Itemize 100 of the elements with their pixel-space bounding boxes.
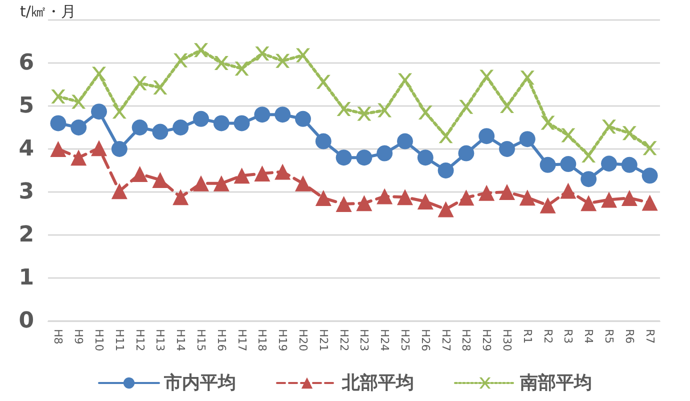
point [438,201,454,218]
point [70,120,87,136]
point [255,46,270,61]
point [132,76,147,90]
point [174,53,188,68]
x-tick-label: R2 [541,329,554,344]
legend-label: 南部平均 [519,372,592,394]
x-tick-label: H12 [133,329,146,352]
point [478,128,495,144]
y-tick-label: 0 [18,308,34,334]
point [51,90,66,104]
point [397,189,413,206]
x-tick-label: R6 [622,329,636,344]
x-tick-label: H8 [52,329,65,344]
point [295,175,311,192]
point [580,195,597,212]
x-tick-label: H10 [92,329,106,352]
point [622,126,636,140]
point [234,168,250,184]
x-tick-label: H22 [337,329,350,352]
x-tick-label: H17 [235,329,248,352]
point [132,120,148,136]
x-tick-label: H27 [439,329,452,352]
point [336,150,352,166]
y-tick-label: 3 [18,180,34,204]
point [132,166,148,182]
point [214,56,228,70]
point [519,190,536,206]
point [459,100,474,114]
point [194,43,208,58]
point [213,115,230,132]
x-tick-label: R7 [643,329,656,344]
x-tick-label: H30 [500,329,514,352]
point [438,162,454,178]
x-tick-label: H21 [316,329,330,352]
point [642,168,658,184]
point [336,102,351,116]
point [417,193,434,210]
point [50,141,66,157]
point [172,120,189,136]
point [621,156,638,173]
point [213,175,230,192]
point [458,145,474,162]
y-tick-label: 5 [18,94,34,118]
y-tick-label: 2 [18,222,34,248]
x-tick-label: R4 [582,329,596,344]
x-tick-label: H26 [418,329,432,352]
point [357,106,372,121]
point [152,124,168,140]
x-tick-label: R1 [520,329,534,344]
x-tick-label: H23 [358,329,371,352]
point [295,110,311,127]
point [91,104,107,120]
point [152,172,168,188]
y-tick-label: 6 [18,50,34,76]
x-tick-label: H14 [174,329,188,352]
point [316,74,330,89]
point [72,94,86,109]
point [276,54,290,68]
point [356,195,372,212]
x-tick-label: H19 [276,329,290,352]
point [356,150,372,166]
point [499,184,515,200]
point [580,171,597,188]
point [234,62,249,76]
point [560,182,576,199]
point [642,194,658,211]
y-tick-label: 4 [18,136,34,162]
x-tick-label: H18 [256,329,269,352]
point [398,73,412,88]
point [111,183,128,200]
x-tick-label: R3 [562,329,575,344]
point [520,70,534,85]
point [112,104,126,119]
point [234,115,250,132]
x-tick-label: H29 [480,329,494,352]
x-tick-label: H16 [214,329,228,352]
point [315,133,332,150]
point [254,166,270,182]
x-tick-label: R5 [602,329,616,344]
x-tick-label: H25 [398,329,412,352]
y-axis-title: t/㎢・月 [20,2,76,20]
point [92,66,106,81]
point [378,103,392,118]
point [582,148,596,162]
point [418,105,432,120]
point [153,80,168,95]
point [296,48,310,62]
y-tick-label: 1 [18,266,34,290]
point [417,150,434,166]
point [601,192,617,208]
point [478,184,495,201]
point [315,190,332,206]
point [499,141,515,157]
x-tick-label: H15 [194,329,208,352]
x-tick-label: H13 [154,329,167,352]
point [642,141,657,156]
point [540,116,555,130]
point [193,175,209,192]
point [274,106,291,123]
